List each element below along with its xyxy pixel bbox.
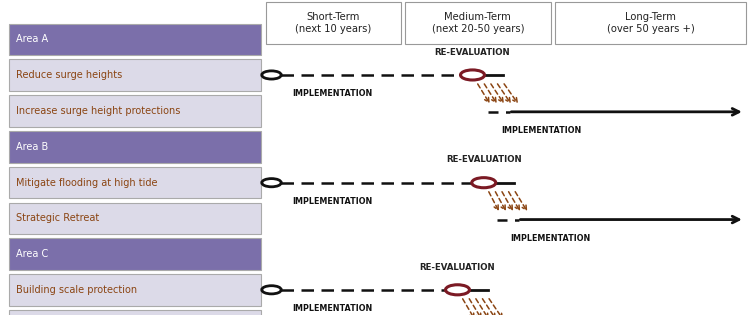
Circle shape: [262, 71, 281, 79]
Text: IMPLEMENTATION: IMPLEMENTATION: [501, 126, 581, 135]
FancyBboxPatch shape: [9, 95, 261, 127]
Text: Increase surge height protections: Increase surge height protections: [16, 106, 181, 116]
Circle shape: [262, 286, 281, 294]
Text: Short-Term
(next 10 years): Short-Term (next 10 years): [296, 12, 371, 34]
Text: IMPLEMENTATION: IMPLEMENTATION: [292, 89, 373, 98]
Text: IMPLEMENTATION: IMPLEMENTATION: [292, 197, 373, 206]
Text: RE-EVALUATION: RE-EVALUATION: [446, 155, 521, 164]
FancyBboxPatch shape: [555, 2, 746, 44]
Circle shape: [446, 285, 470, 295]
Text: Area B: Area B: [16, 142, 49, 152]
FancyBboxPatch shape: [405, 2, 550, 44]
FancyBboxPatch shape: [9, 131, 261, 163]
Text: Mitigate flooding at high tide: Mitigate flooding at high tide: [16, 178, 158, 188]
Text: IMPLEMENTATION: IMPLEMENTATION: [510, 234, 590, 243]
Circle shape: [262, 179, 281, 187]
Text: Medium-Term
(next 20-50 years): Medium-Term (next 20-50 years): [431, 12, 524, 34]
Text: Area C: Area C: [16, 249, 49, 259]
Circle shape: [472, 178, 496, 188]
Text: Area A: Area A: [16, 34, 49, 44]
Text: Strategic Retreat: Strategic Retreat: [16, 213, 100, 223]
Circle shape: [460, 70, 484, 80]
FancyBboxPatch shape: [9, 24, 261, 55]
Text: Building scale protection: Building scale protection: [16, 285, 138, 295]
FancyBboxPatch shape: [9, 310, 261, 315]
Text: RE-EVALUATION: RE-EVALUATION: [420, 262, 495, 272]
FancyBboxPatch shape: [9, 59, 261, 91]
FancyBboxPatch shape: [9, 167, 261, 198]
Text: Long-Term
(over 50 years +): Long-Term (over 50 years +): [607, 12, 694, 34]
FancyBboxPatch shape: [266, 2, 400, 44]
Text: IMPLEMENTATION: IMPLEMENTATION: [292, 304, 373, 313]
Text: RE-EVALUATION: RE-EVALUATION: [435, 48, 510, 57]
FancyBboxPatch shape: [9, 203, 261, 234]
FancyBboxPatch shape: [9, 238, 261, 270]
FancyBboxPatch shape: [9, 274, 261, 306]
Text: Reduce surge heights: Reduce surge heights: [16, 70, 123, 80]
